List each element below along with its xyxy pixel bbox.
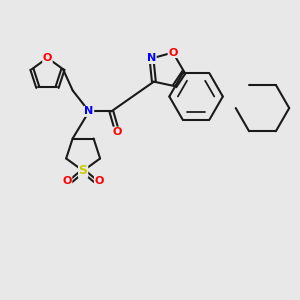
Text: O: O — [112, 127, 122, 137]
Text: N: N — [147, 53, 156, 64]
Text: O: O — [168, 47, 178, 58]
Text: O: O — [62, 176, 72, 186]
Text: S: S — [79, 164, 88, 177]
Text: N: N — [84, 106, 94, 116]
Text: O: O — [94, 176, 104, 186]
Text: O: O — [43, 53, 52, 63]
